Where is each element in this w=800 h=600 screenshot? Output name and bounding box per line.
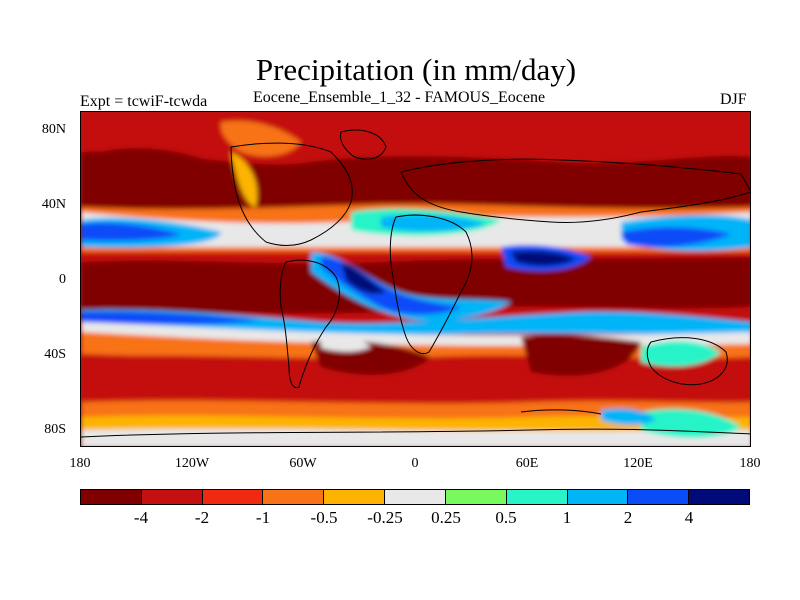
- colorbar-label: 4: [684, 508, 694, 527]
- colorbar-swatch: [385, 490, 446, 504]
- colorbar-swatch: [81, 490, 142, 504]
- colorbar-label: 2: [623, 508, 633, 527]
- lon-label-120w: 120W: [174, 456, 210, 471]
- colorbar-label: -0.5: [310, 508, 338, 527]
- lon-label-0: 0: [411, 456, 419, 471]
- lat-label-80s: 80S: [44, 422, 66, 437]
- colorbar-label: -1: [255, 508, 271, 527]
- colorbar-label: -2: [194, 508, 210, 527]
- lon-label-120e: 120E: [623, 456, 653, 471]
- plot-title: Precipitation (in mm/day): [255, 52, 577, 87]
- colorbar-swatch: [141, 490, 203, 504]
- colorbar: [80, 489, 750, 505]
- colorbar-label: 0.25: [431, 508, 461, 527]
- season-label: DJF: [720, 91, 747, 108]
- colorbar-swatch: [628, 490, 690, 504]
- colorbar-label: -0.25: [367, 508, 403, 527]
- lon-label-60w: 60W: [289, 456, 317, 471]
- precipitation-map: [80, 111, 751, 447]
- experiment-label: Expt = tcwiF-tcwda: [80, 93, 208, 110]
- lat-label-80n: 80N: [41, 122, 66, 137]
- precipitation-field: [81, 112, 750, 446]
- lon-label-180w: 180: [69, 456, 91, 471]
- coastlines: [81, 129, 750, 438]
- lat-label-eq: 0: [59, 272, 66, 287]
- colorbar-swatch: [567, 490, 629, 504]
- colorbar-swatch: [689, 490, 749, 504]
- lat-label-40n: 40N: [41, 197, 66, 212]
- lon-label-180e: 180: [739, 456, 761, 471]
- colorbar-label: -4: [133, 508, 149, 527]
- colorbar-label: 1: [562, 508, 572, 527]
- plot-subtitle: Eocene_Ensemble_1_32 - FAMOUS_Eocene: [253, 89, 546, 106]
- lat-label-40s: 40S: [44, 347, 66, 362]
- map-svg: [81, 112, 750, 446]
- colorbar-label: 0.5: [495, 508, 517, 527]
- colorbar-swatch: [324, 490, 386, 504]
- colorbar-swatch: [263, 490, 325, 504]
- colorbar-swatch: [506, 490, 568, 504]
- lon-label-60e: 60E: [515, 456, 539, 471]
- colorbar-swatch: [445, 490, 507, 504]
- colorbar-swatch: [202, 490, 264, 504]
